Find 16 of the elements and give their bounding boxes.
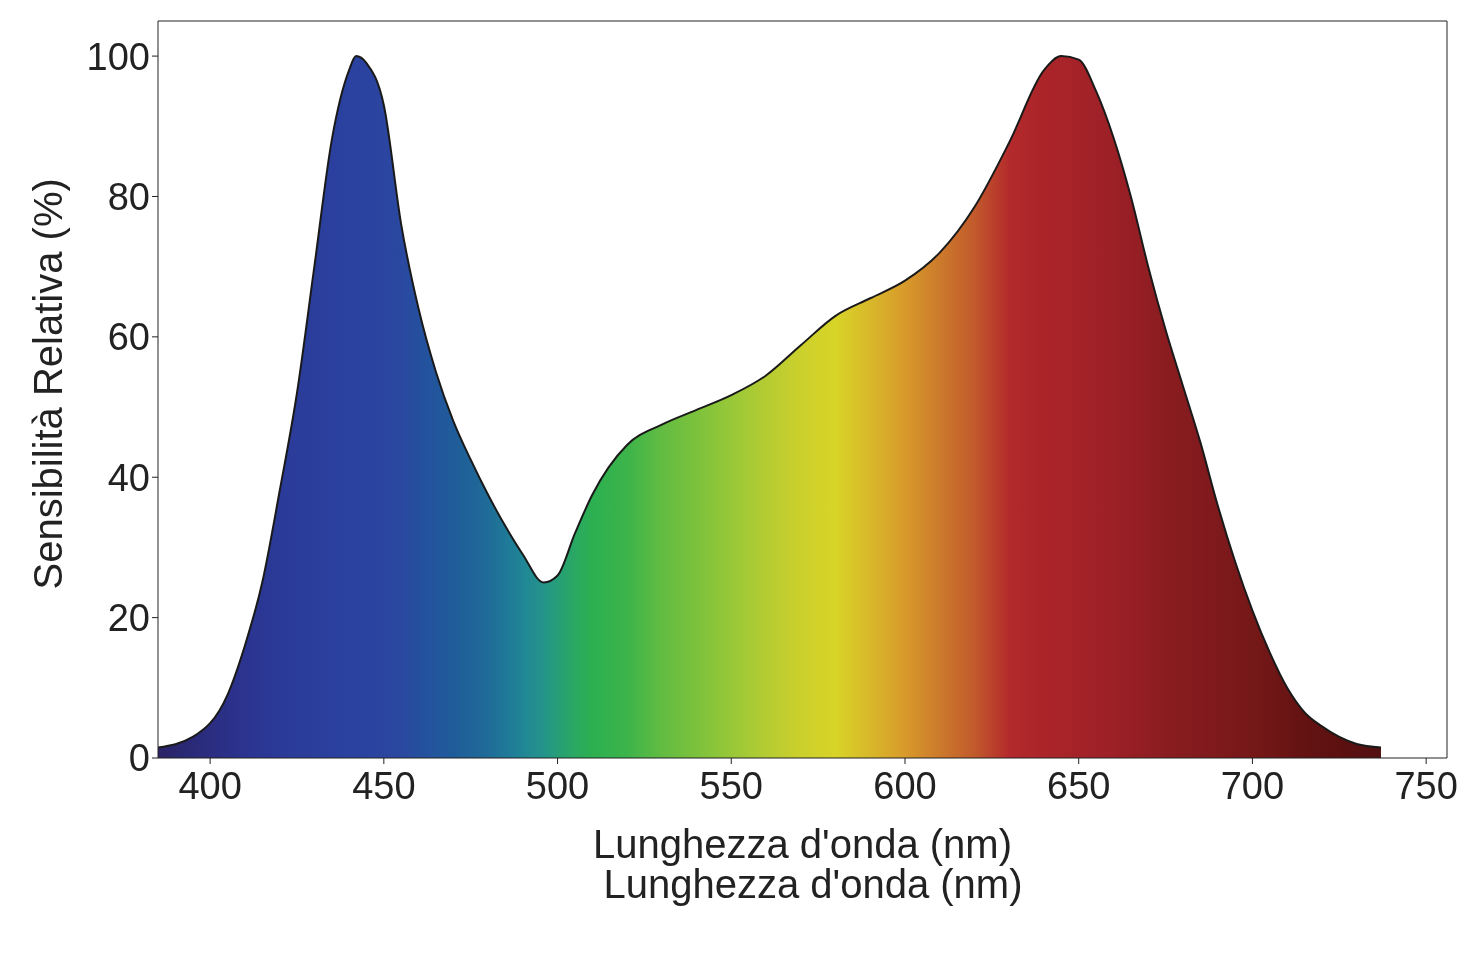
- x-tick-label: 650: [1047, 764, 1111, 807]
- x-tick-label: 700: [1220, 764, 1285, 807]
- x-tick-label: 550: [699, 764, 763, 807]
- y-axis-title: Sensibilità Relativa (%): [26, 178, 71, 590]
- x-axis-title: Lunghezza d'onda (nm): [592, 822, 1013, 866]
- x-tick-label: 750: [1394, 764, 1458, 807]
- y-tick-label: 100: [86, 35, 150, 78]
- x-tick-label: 450: [352, 764, 416, 807]
- y-tick-label: 20: [107, 597, 150, 640]
- x-tick-label: 400: [178, 764, 242, 807]
- x-tick-label: 600: [873, 764, 937, 807]
- y-tick-label: 0: [128, 737, 150, 780]
- x-tick-label: 500: [525, 764, 590, 807]
- y-tick-label: 80: [107, 175, 150, 218]
- y-tick-label: 60: [107, 316, 150, 359]
- y-tick-label: 40: [107, 456, 150, 499]
